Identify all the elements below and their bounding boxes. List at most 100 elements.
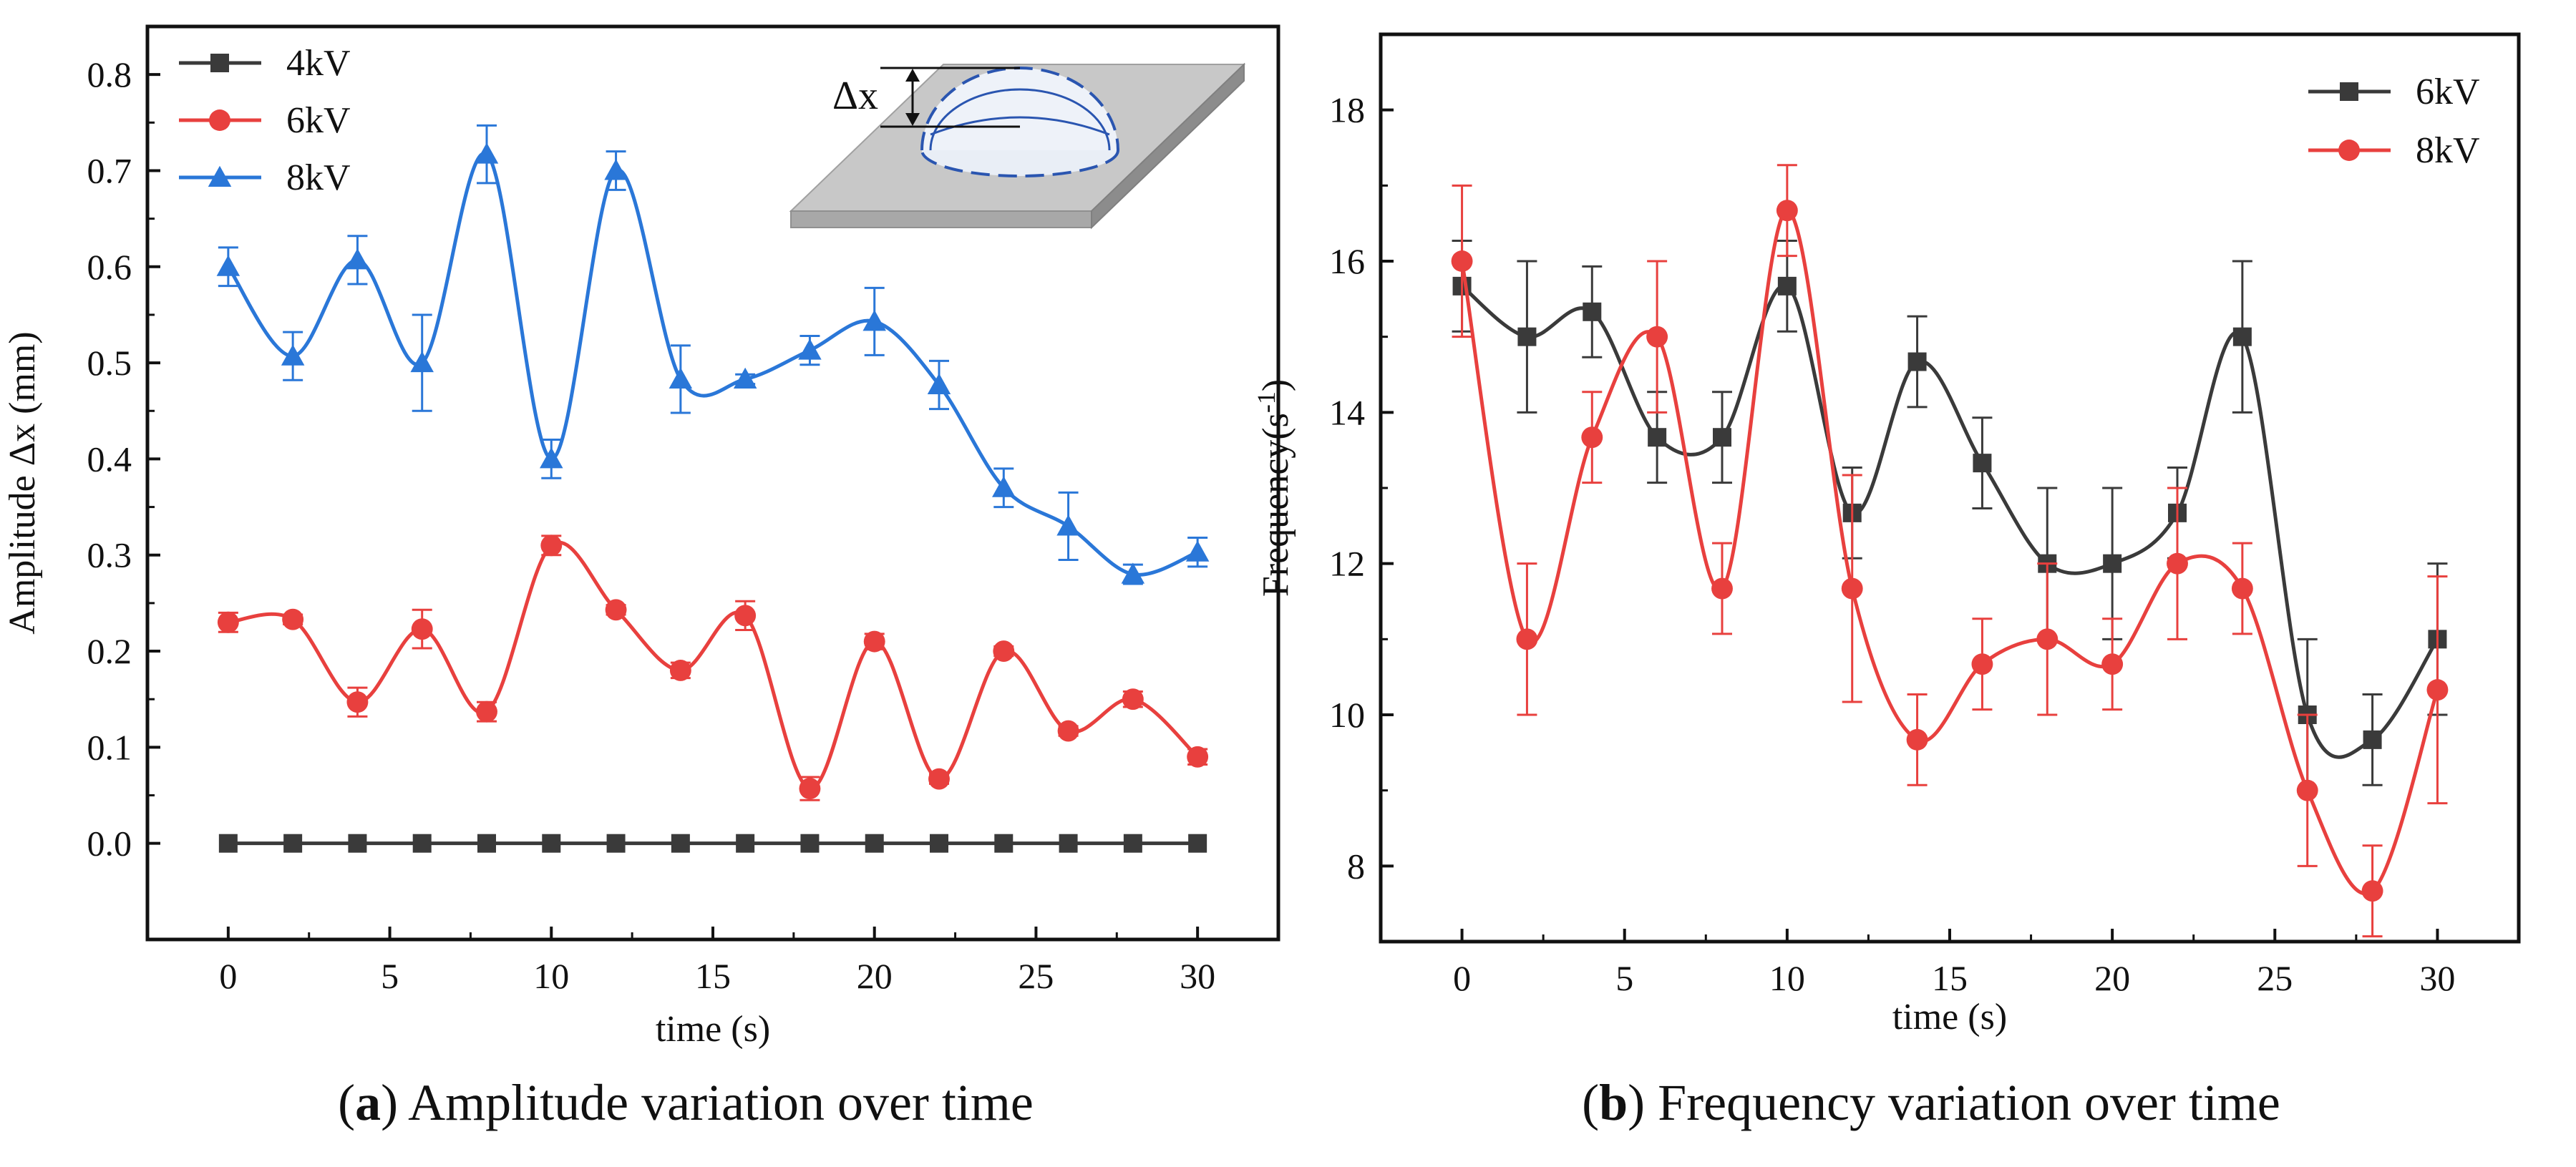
- chart-a-legend: 4kV 6kV 8kV: [179, 43, 351, 198]
- data-point: [1973, 454, 1992, 473]
- data-point: [2361, 880, 2383, 902]
- legend-label: 6kV: [2416, 72, 2480, 112]
- data-point: [216, 255, 240, 276]
- chart-a-amplitude: 0 5 10 15 20 25 30 0.0 0.1 0.2 0.3 0.4 0.5 0.6 0.7 0.8 t…: [2, 24, 1280, 1050]
- series-line: [1460, 283, 2439, 759]
- inset-droplet-inner: [929, 88, 1111, 151]
- y-tick-label: 0.1: [87, 727, 132, 767]
- data-point: [2036, 628, 2059, 650]
- data-point: [2103, 554, 2122, 573]
- data-point: [734, 605, 757, 627]
- y-tick-label: 0.7: [87, 150, 132, 190]
- series-8kV: [216, 124, 1210, 585]
- data-point: [1185, 540, 1210, 562]
- data-point: [542, 834, 561, 853]
- data-point: [476, 700, 497, 723]
- y-tick-label: 12: [1329, 544, 1365, 584]
- x-tick-label: 0: [1453, 958, 1471, 998]
- y-tick-label: 0.6: [87, 247, 132, 287]
- data-point: [2232, 327, 2252, 346]
- data-point: [282, 608, 304, 630]
- data-point: [1971, 653, 1993, 675]
- series-6kV: [1452, 239, 2448, 792]
- data-point: [1517, 327, 1537, 346]
- data-point: [604, 159, 628, 180]
- data-point: [930, 834, 948, 853]
- legend-marker: [2338, 140, 2360, 161]
- data-point: [2231, 577, 2253, 600]
- data-point: [540, 447, 563, 469]
- x-tick-label: 20: [2094, 958, 2130, 998]
- data-point: [605, 599, 627, 621]
- data-point: [1648, 428, 1667, 447]
- chart-b-series: [1451, 164, 2449, 938]
- chart-a-series: [216, 124, 1210, 853]
- data-point: [348, 834, 367, 853]
- data-point: [411, 618, 433, 640]
- x-tick-label: 15: [1932, 958, 1968, 998]
- data-point: [2426, 679, 2449, 701]
- x-tick-label: 10: [533, 956, 569, 996]
- data-point: [2101, 653, 2124, 675]
- x-axis-label: time (s): [1892, 997, 2007, 1037]
- x-tick-label: 25: [1018, 956, 1054, 996]
- x-tick-label: 25: [2257, 958, 2293, 998]
- data-point: [1187, 746, 1209, 768]
- data-point: [2296, 779, 2318, 801]
- data-point: [1121, 562, 1145, 584]
- chart-a-axes: 0 5 10 15 20 25 30 0.0 0.1 0.2 0.3 0.4 0.5 0.6 0.7 0.8 t…: [2, 54, 1215, 1050]
- x-tick-label: 20: [857, 956, 893, 996]
- y-axis-label: Frequency(s-1): [1252, 379, 1296, 597]
- data-point: [799, 778, 821, 800]
- series-line: [226, 152, 1199, 577]
- y-tick-label: 16: [1329, 241, 1365, 281]
- data-point: [1057, 720, 1079, 742]
- caption-a-letter: a: [355, 1074, 381, 1131]
- data-point: [671, 834, 690, 853]
- data-point: [1188, 834, 1207, 853]
- data-point: [1122, 688, 1144, 711]
- data-point: [669, 367, 693, 389]
- x-tick-label: 0: [219, 956, 237, 996]
- data-point: [928, 768, 950, 790]
- inset-plate-front: [790, 210, 1092, 228]
- data-point: [346, 691, 369, 713]
- data-point: [863, 630, 885, 653]
- data-point: [2363, 730, 2382, 749]
- data-point: [217, 611, 239, 633]
- caption-a-text: Amplitude variation over time: [398, 1074, 1034, 1131]
- data-point: [1841, 577, 1863, 600]
- series-8kV: [1451, 164, 2449, 938]
- inset-arrow-down: [905, 113, 920, 126]
- x-tick-label: 5: [381, 956, 399, 996]
- legend-marker: [2340, 82, 2358, 101]
- data-point: [606, 834, 626, 853]
- data-point: [1907, 352, 1927, 371]
- data-point: [218, 834, 238, 853]
- data-point: [862, 310, 886, 331]
- data-point: [281, 344, 305, 366]
- caption-b: (b) Frequency variation over time: [1582, 1074, 2280, 1131]
- y-tick-label: 10: [1329, 695, 1365, 735]
- data-point: [1646, 326, 1668, 348]
- data-point: [993, 640, 1015, 663]
- data-point: [1776, 200, 1798, 222]
- data-point: [992, 476, 1016, 497]
- series-4kV: [218, 834, 1207, 853]
- caption-b-letter: b: [1599, 1074, 1628, 1131]
- data-point: [1056, 514, 1080, 536]
- inset-label: Δx: [832, 74, 878, 118]
- inset-plate-side: [1091, 62, 1245, 230]
- y-tick-label: 0.3: [87, 535, 132, 575]
- data-point: [412, 834, 432, 853]
- data-point: [927, 373, 951, 394]
- data-point: [1516, 628, 1538, 650]
- data-point: [346, 248, 369, 270]
- data-point: [994, 834, 1014, 853]
- x-tick-label: 30: [2419, 958, 2455, 998]
- y-tick-label: 0.5: [87, 343, 132, 383]
- x-axis-label: time (s): [656, 1009, 770, 1050]
